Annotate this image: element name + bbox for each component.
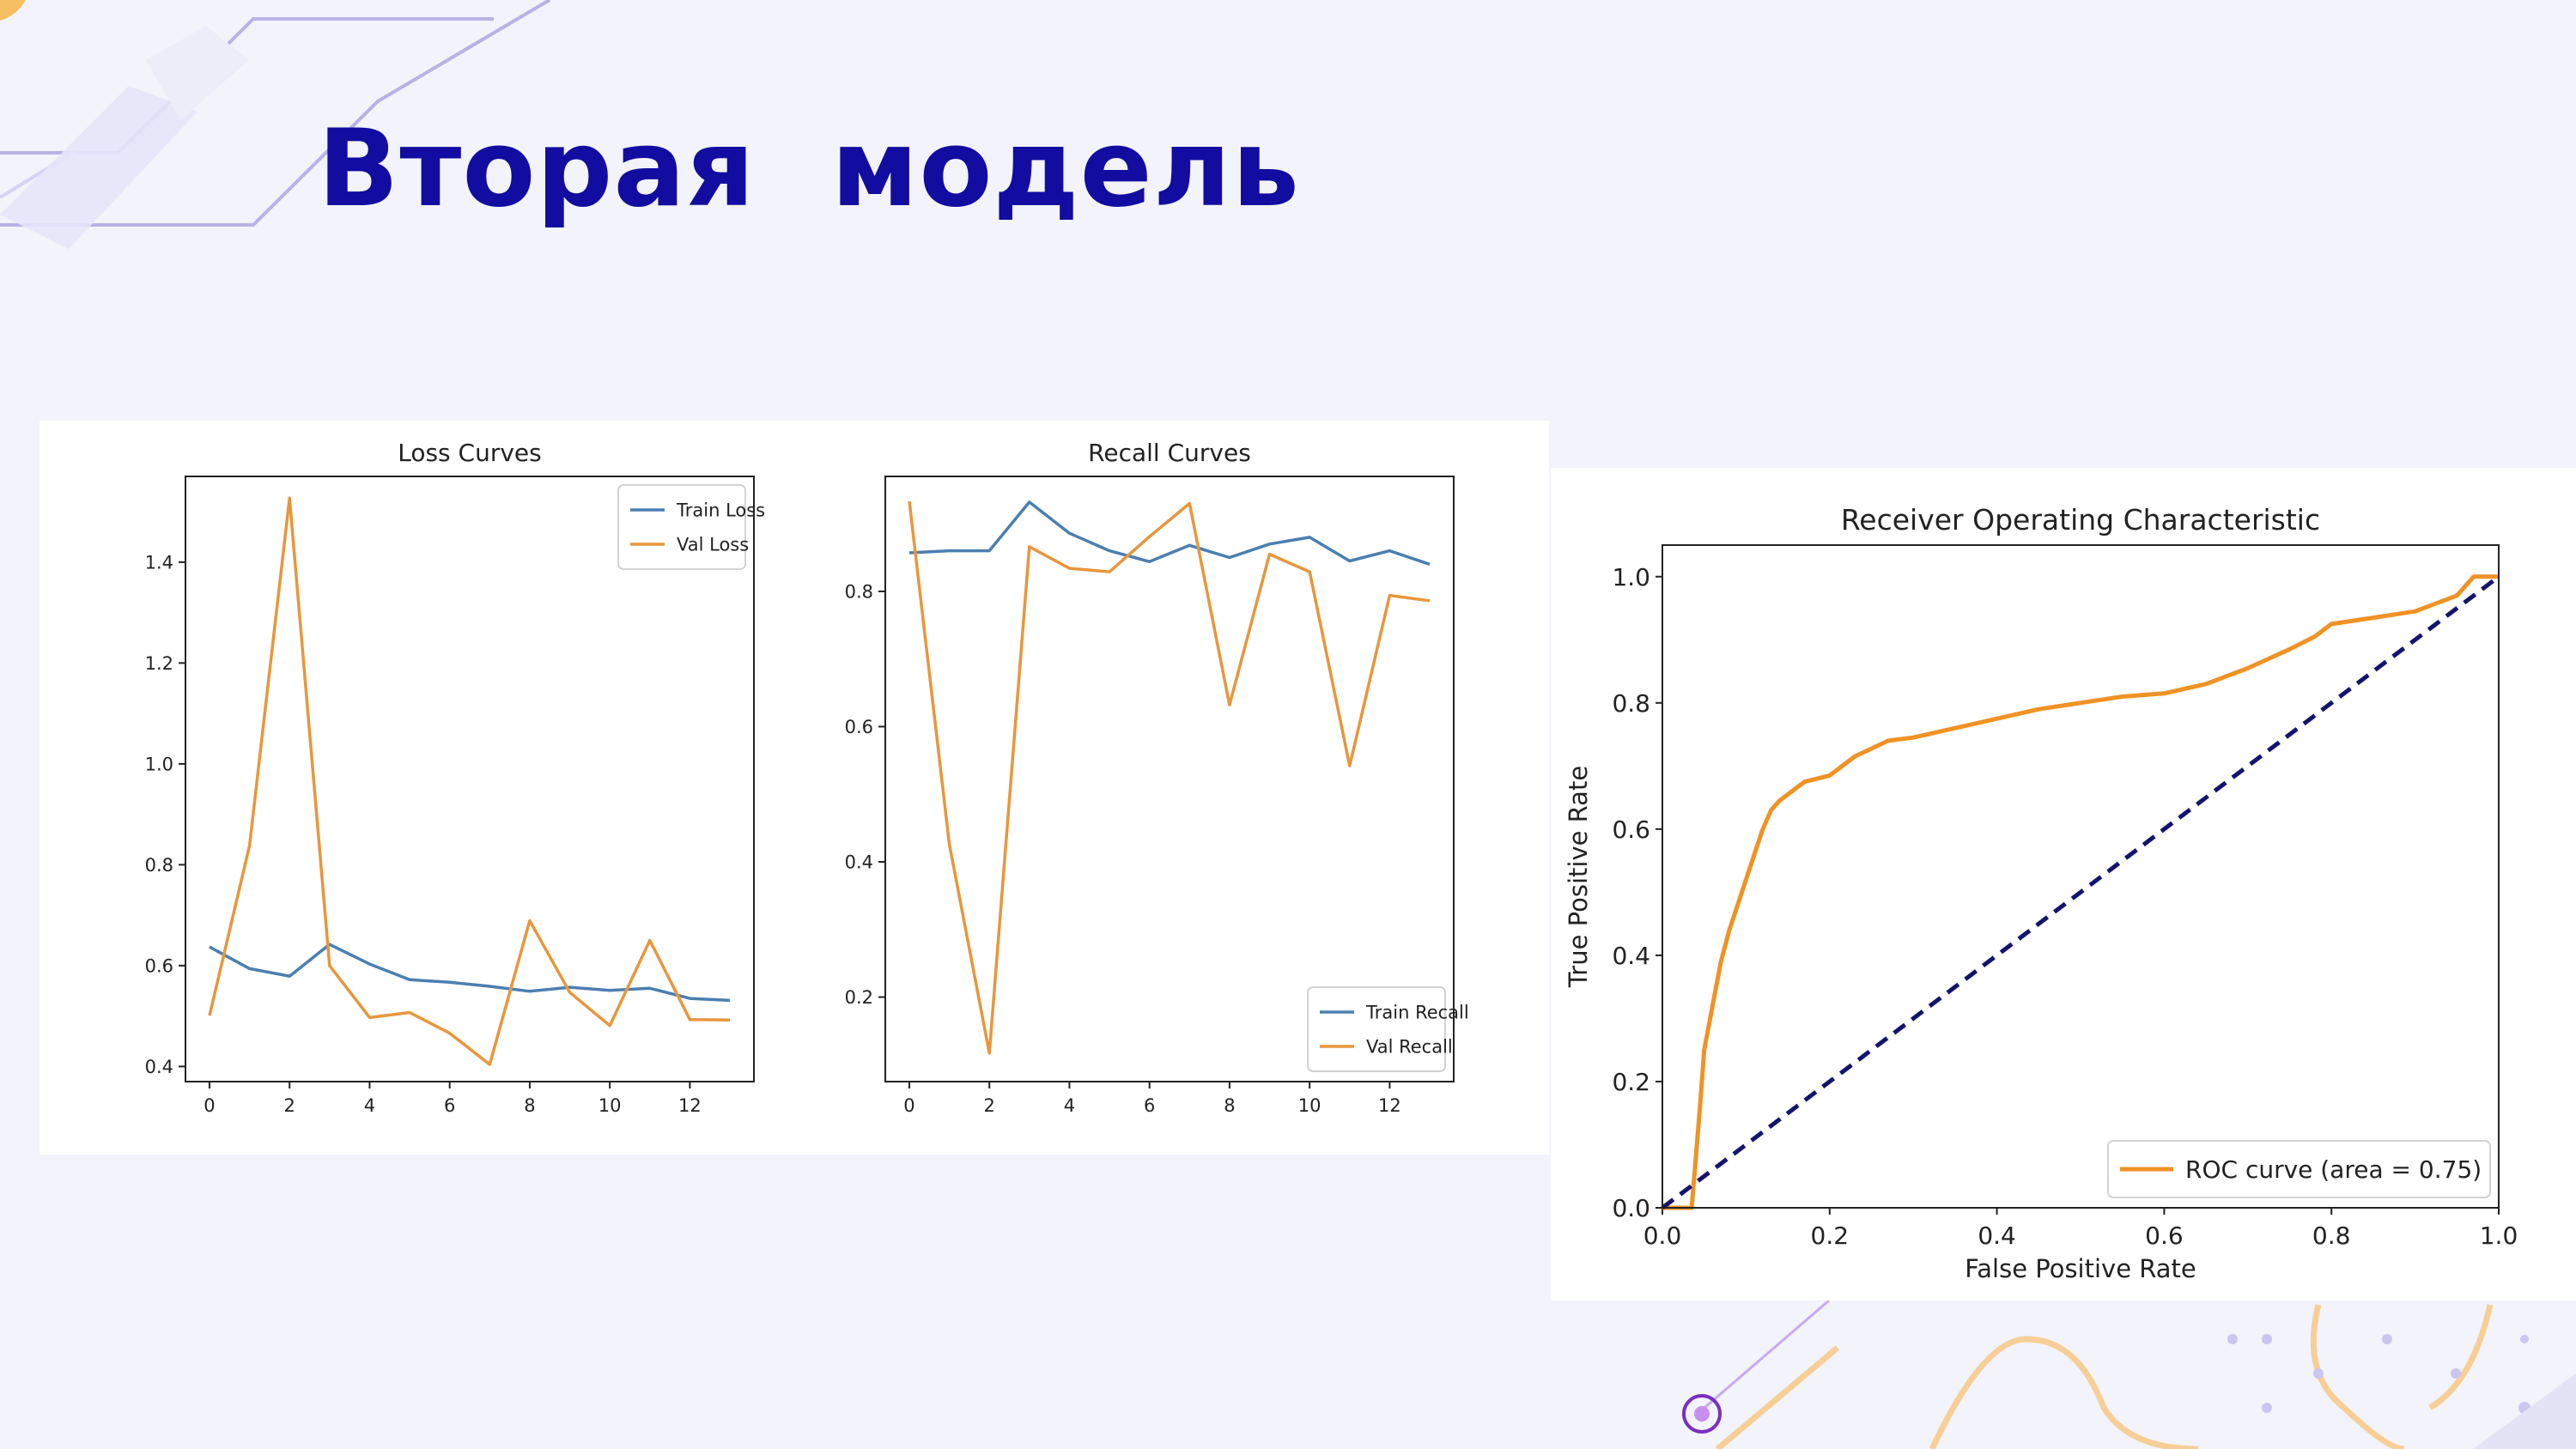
chart-title: Receiver Operating Characteristic bbox=[1841, 503, 2320, 537]
y-tick-label: 0.0 bbox=[1612, 1194, 1650, 1222]
legend-box bbox=[2107, 1140, 2491, 1198]
plot-frame bbox=[1662, 544, 2500, 1209]
y-tick-label: 1.2 bbox=[145, 653, 173, 674]
x-tick-label: 0 bbox=[903, 1095, 914, 1116]
x-tick-label: 12 bbox=[1378, 1095, 1401, 1116]
y-tick-label: 0.4 bbox=[145, 1057, 173, 1077]
legend-label: Val Loss bbox=[677, 535, 749, 555]
legend-box bbox=[1307, 986, 1446, 1072]
series-line-2 bbox=[1661, 574, 2500, 1210]
series-line-1 bbox=[908, 500, 1431, 567]
roc-panel: Receiver Operating Characteristic 0.0 0.2 0… bbox=[1551, 468, 2576, 1300]
x-tick-label: 8 bbox=[1224, 1095, 1235, 1116]
x-tick-label: 10 bbox=[598, 1095, 622, 1116]
x-tick-label: 2 bbox=[984, 1095, 995, 1116]
y-tick-label: 0.8 bbox=[145, 855, 173, 876]
legend: ROC curve (area = 0.75) bbox=[2107, 1140, 2491, 1198]
x-tick-label: 6 bbox=[1144, 1095, 1155, 1116]
y-tick-label: 0.2 bbox=[845, 987, 873, 1008]
y-tick-label: 0.6 bbox=[1612, 815, 1650, 844]
roc-chart: Receiver Operating Characteristic 0.0 0.2 0… bbox=[1564, 503, 2518, 1283]
y-tick-label: 0.8 bbox=[1612, 689, 1650, 718]
y-tick-label: 1.0 bbox=[145, 754, 173, 774]
x-tick-label: 0.6 bbox=[2145, 1222, 2184, 1250]
y-tick-label: 0.6 bbox=[845, 717, 873, 737]
x-tick-label: 2 bbox=[284, 1095, 295, 1116]
legend-label: Val Recall bbox=[1366, 1037, 1453, 1058]
x-tick-label: 4 bbox=[1064, 1095, 1075, 1116]
x-tick-label: 12 bbox=[678, 1095, 702, 1116]
slide-title: Вторая модель bbox=[318, 107, 1300, 231]
legend: Train Loss Val Loss bbox=[617, 484, 765, 570]
y-tick-label: 0.4 bbox=[1612, 942, 1650, 970]
series-line-2 bbox=[908, 500, 1431, 1055]
plot-frame bbox=[185, 476, 755, 1082]
series-line-2 bbox=[208, 496, 731, 1066]
y-tick-label: 1.0 bbox=[1612, 563, 1650, 591]
y-tick-label: 0.6 bbox=[145, 955, 173, 976]
legend-label: Train Loss bbox=[676, 500, 765, 521]
x-tick-label: 1.0 bbox=[2480, 1222, 2518, 1250]
legend: Train Recall Val Recall bbox=[1307, 986, 1469, 1072]
series-line-1 bbox=[1662, 574, 2499, 1210]
recall-curves-chart: Recall Curves 0 2 4 6 8 10 12 0.2 0.4 0.6 0.8 Train … bbox=[845, 439, 1469, 1116]
chart-title: Loss Curves bbox=[398, 439, 542, 467]
x-tick-label: 6 bbox=[444, 1095, 455, 1116]
x-tick-label: 10 bbox=[1298, 1095, 1321, 1116]
x-tick-label: 0.8 bbox=[2312, 1222, 2351, 1250]
loss-curves-chart: Loss Curves 0 2 4 6 8 10 12 0.4 0.6 0.8 1.0 1.2 1.4 Tr… bbox=[145, 439, 766, 1116]
y-tick-label: 0.2 bbox=[1612, 1068, 1650, 1096]
y-tick-label: 1.4 bbox=[145, 552, 173, 573]
y-axis-label: True Positive Rate bbox=[1564, 766, 1593, 988]
chart-title: Recall Curves bbox=[1088, 439, 1251, 467]
x-axis-label: False Positive Rate bbox=[1965, 1254, 2196, 1283]
x-tick-label: 0.4 bbox=[1978, 1222, 2016, 1250]
x-tick-label: 8 bbox=[524, 1095, 535, 1116]
legend-label: ROC curve (area = 0.75) bbox=[2185, 1155, 2482, 1184]
x-tick-label: 0.2 bbox=[1811, 1222, 1850, 1250]
y-tick-label: 0.8 bbox=[845, 581, 873, 602]
x-tick-label: 4 bbox=[364, 1095, 375, 1116]
x-tick-label: 0.0 bbox=[1643, 1222, 1682, 1250]
x-tick-label: 0 bbox=[204, 1095, 215, 1116]
legend-label: Train Recall bbox=[1365, 1003, 1469, 1023]
training-curves-panel: Loss Curves 0 2 4 6 8 10 12 0.4 0.6 0.8 1.0 1.2 1.4 Tr… bbox=[39, 421, 1549, 1155]
y-tick-label: 0.4 bbox=[845, 852, 873, 873]
series-line-1 bbox=[209, 943, 731, 1003]
plot-frame bbox=[884, 476, 1455, 1082]
legend-box bbox=[617, 484, 746, 570]
